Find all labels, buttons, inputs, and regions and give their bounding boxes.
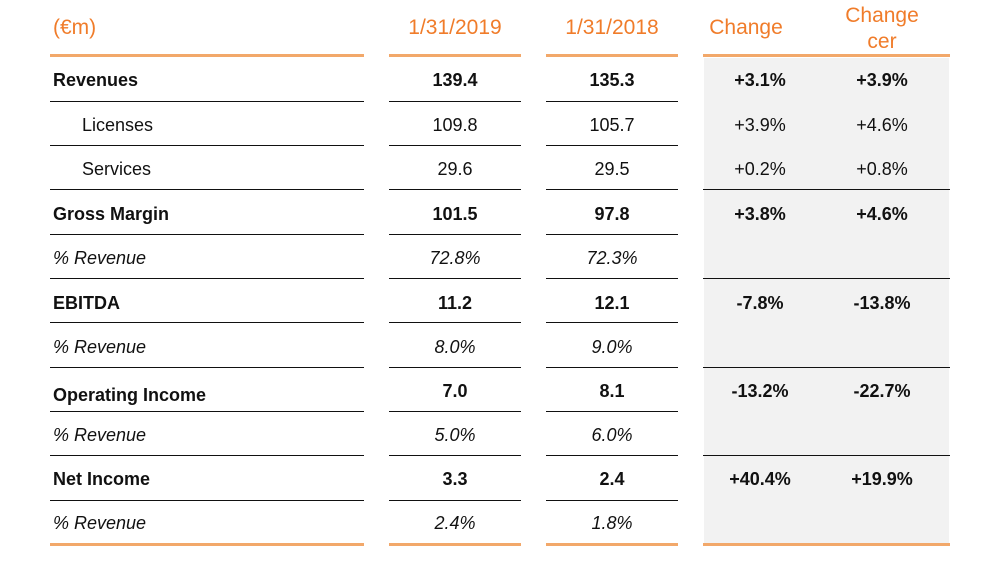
row-label-licenses: Licenses <box>82 115 154 135</box>
row-rule-opinc-label <box>50 411 364 412</box>
row-rule-pct1-change <box>703 278 950 279</box>
cell-change-operating-income: -13.2% <box>731 381 789 401</box>
row-rule-services-col2 <box>546 189 678 190</box>
row-rule-pct2-label <box>50 367 364 368</box>
row-label-services: Services <box>82 159 152 179</box>
row-rule-services-col1 <box>389 189 521 190</box>
cell-change-ebitda: -7.8% <box>736 293 784 313</box>
cell-2019-pct-revenue-gm: 72.8% <box>429 248 481 268</box>
row-rule-services-change <box>703 189 950 190</box>
cell-2019-pct-revenue-op: 5.0% <box>434 425 476 445</box>
cell-2018-net-income: 2.4 <box>599 469 625 489</box>
row-rule-ebitda-label <box>50 322 364 323</box>
row-rule-licenses-label <box>50 145 364 146</box>
row-rule-pct3-label <box>50 455 364 456</box>
cell-2019-gross-margin: 101.5 <box>432 204 478 224</box>
header-unit-label: (€m) <box>53 16 97 39</box>
cell-2018-gross-margin: 97.8 <box>594 204 630 224</box>
cell-2019-licenses: 109.8 <box>432 115 478 135</box>
row-rule-gm-label <box>50 234 364 235</box>
cell-cer-services: +0.8% <box>856 159 908 179</box>
cell-2018-pct-revenue-op: 6.0% <box>591 425 633 445</box>
row-label-pct-revenue-ebitda: % Revenue <box>53 337 147 357</box>
row-label-revenues: Revenues <box>53 70 139 90</box>
cell-cer-gross-margin: +4.6% <box>856 204 908 224</box>
cell-cer-ebitda: -13.8% <box>853 293 911 313</box>
row-rule-revenues-label <box>50 101 364 102</box>
header-col-2019: 1/31/2019 <box>408 16 502 39</box>
row-label-net-income: Net Income <box>53 469 151 489</box>
cell-cer-net-income: +19.9% <box>851 469 913 489</box>
cell-change-net-income: +40.4% <box>729 469 791 489</box>
row-label-pct-revenue-net: % Revenue <box>53 513 147 533</box>
row-rule-ebitda-col2 <box>546 322 678 323</box>
cell-2018-licenses: 105.7 <box>589 115 635 135</box>
row-rule-gm-col1 <box>389 234 521 235</box>
footer-rule-col2 <box>546 543 678 546</box>
cell-2019-revenues: 139.4 <box>432 70 478 90</box>
row-rule-pct1-col2 <box>546 278 678 279</box>
row-rule-ebitda-col1 <box>389 322 521 323</box>
row-rule-pct1-label <box>50 278 364 279</box>
cell-2019-net-income: 3.3 <box>442 469 468 489</box>
header-rule-change <box>703 54 950 57</box>
cell-cer-licenses: +4.6% <box>856 115 908 135</box>
row-rule-opinc-col2 <box>546 411 678 412</box>
header-col-2018: 1/31/2018 <box>565 16 659 39</box>
row-rule-revenues-col1 <box>389 101 521 102</box>
cell-2019-pct-revenue-ebitda: 8.0% <box>434 337 476 357</box>
cell-2018-pct-revenue-ebitda: 9.0% <box>591 337 633 357</box>
cell-change-licenses: +3.9% <box>734 115 786 135</box>
row-rule-gm-col2 <box>546 234 678 235</box>
cell-change-gross-margin: +3.8% <box>734 204 786 224</box>
cell-cer-revenues: +3.9% <box>856 70 908 90</box>
row-rule-net-col1 <box>389 500 521 501</box>
footer-rule-change <box>703 543 950 546</box>
row-label-gross-margin: Gross Margin <box>53 204 170 224</box>
cell-2019-services: 29.6 <box>437 159 473 179</box>
row-label-ebitda: EBITDA <box>53 293 120 313</box>
cell-2018-pct-revenue-gm: 72.3% <box>586 248 638 268</box>
row-rule-revenues-col2 <box>546 101 678 102</box>
row-label-operating-income: Operating Income <box>53 385 207 405</box>
cell-change-services: +0.2% <box>734 159 786 179</box>
cell-2018-services: 29.5 <box>594 159 630 179</box>
header-col-change-cer-line2: cer <box>867 30 897 53</box>
row-rule-pct3-col2 <box>546 455 678 456</box>
row-rule-pct2-col1 <box>389 367 521 368</box>
cell-cer-operating-income: -22.7% <box>853 381 911 401</box>
header-rule-col1 <box>389 54 521 57</box>
row-label-pct-revenue-op: % Revenue <box>53 425 147 445</box>
cell-2018-operating-income: 8.1 <box>599 381 625 401</box>
header-col-change: Change <box>709 16 783 39</box>
cell-2018-revenues: 135.3 <box>589 70 635 90</box>
header-rule-col2 <box>546 54 678 57</box>
row-rule-opinc-col1 <box>389 411 521 412</box>
row-rule-licenses-col1 <box>389 145 521 146</box>
row-rule-licenses-col2 <box>546 145 678 146</box>
row-rule-pct3-change <box>703 455 950 456</box>
row-rule-pct3-col1 <box>389 455 521 456</box>
header-rule-label <box>50 54 364 57</box>
footer-rule-label <box>50 543 364 546</box>
cell-2019-operating-income: 7.0 <box>442 381 468 401</box>
row-rule-pct2-col2 <box>546 367 678 368</box>
header-col-change-cer-line1: Change <box>845 4 919 27</box>
row-label-pct-revenue-gm: % Revenue <box>53 248 147 268</box>
cell-change-revenues: +3.1% <box>734 70 786 90</box>
cell-2019-pct-revenue-net: 2.4% <box>434 513 476 533</box>
row-rule-pct2-change <box>703 367 950 368</box>
cell-2018-ebitda: 12.1 <box>594 293 630 313</box>
change-column-shade <box>704 58 949 544</box>
cell-2018-pct-revenue-net: 1.8% <box>591 513 633 533</box>
row-rule-services-label <box>50 189 364 190</box>
row-rule-pct1-col1 <box>389 278 521 279</box>
row-rule-net-col2 <box>546 500 678 501</box>
cell-2019-ebitda: 11.2 <box>437 293 473 313</box>
footer-rule-col1 <box>389 543 521 546</box>
row-rule-net-label <box>50 500 364 501</box>
